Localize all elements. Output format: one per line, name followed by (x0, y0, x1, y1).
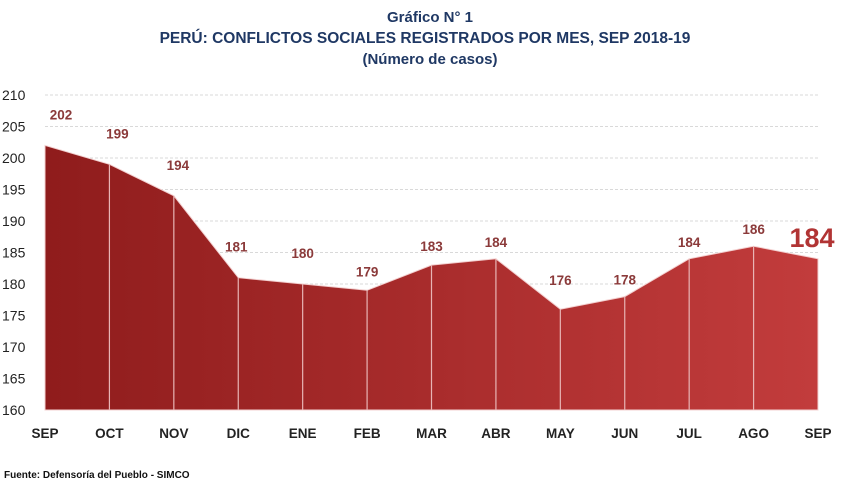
data-label: 202 (50, 107, 73, 122)
y-tick-label: 200 (2, 150, 26, 166)
x-tick-label: OCT (95, 426, 124, 441)
data-label: 181 (225, 240, 248, 255)
y-tick-label: 190 (2, 213, 26, 229)
data-label: 178 (613, 273, 636, 288)
y-tick-label: 185 (2, 245, 26, 261)
data-label: 184 (485, 235, 508, 250)
x-tick-label: JUN (611, 426, 638, 441)
x-tick-label: NOV (159, 426, 188, 441)
y-tick-label: 210 (2, 87, 26, 103)
x-tick-label: MAY (546, 426, 575, 441)
data-label: 186 (742, 222, 765, 237)
y-tick-label: 175 (2, 308, 26, 324)
y-tick-label: 165 (2, 371, 26, 387)
data-label: 183 (420, 239, 443, 254)
chart-subtitle: PERÚ: CONFLICTOS SOCIALES REGISTRADOS PO… (159, 30, 691, 47)
x-tick-label: AGO (738, 426, 769, 441)
chart-title-block: Gráfico N° 1 PERÚ: CONFLICTOS SOCIALES R… (0, 8, 850, 70)
data-label: 194 (167, 158, 190, 173)
y-tick-label: 195 (2, 182, 26, 198)
y-tick-label: 180 (2, 276, 26, 292)
chart-title: Gráfico N° 1 (386, 9, 474, 26)
x-tick-label: FEB (354, 426, 381, 441)
data-labels: 202 199 194 181 180 179 183 184 176 178 184 186 184 (50, 107, 835, 288)
data-label: 199 (106, 126, 129, 141)
x-tick-label: DIC (227, 426, 251, 441)
area-series (44, 144, 819, 411)
data-label: 180 (291, 246, 314, 261)
x-tick-label: ENE (289, 426, 317, 441)
data-label: 179 (356, 264, 379, 279)
x-tick-label: ABR (481, 426, 510, 441)
x-tick-label: SEP (804, 426, 831, 441)
data-label: 176 (549, 273, 572, 288)
source-note: Fuente: Defensoría del Pueblo - SIMCO (4, 470, 190, 481)
x-axis: SEP OCT NOV DIC ENE FEB MAR ABR MAY JUN JUL AGO SEP (31, 426, 831, 441)
y-tick-label: 160 (2, 402, 26, 418)
x-tick-label: MAR (416, 426, 447, 441)
y-axis: 160 165 170 175 180 185 190 195 200 205 210 (2, 87, 26, 418)
data-label: 184 (678, 235, 701, 250)
chart-unit-label: (Número de casos) (362, 51, 498, 68)
data-label-latest: 184 (789, 223, 834, 253)
x-tick-label: JUL (676, 426, 702, 441)
y-tick-label: 205 (2, 119, 26, 135)
x-tick-label: SEP (31, 426, 58, 441)
y-tick-label: 170 (2, 339, 26, 355)
